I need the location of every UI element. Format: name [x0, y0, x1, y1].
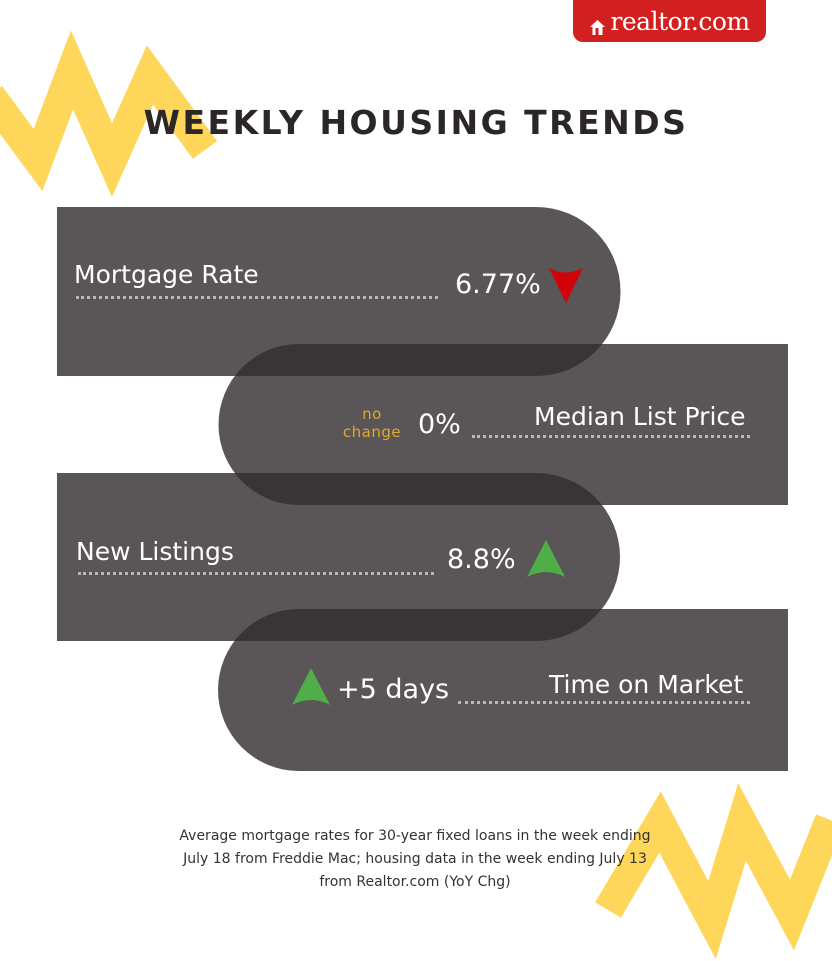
footnote-line-1: Average mortgage rates for 30-year fixed…	[179, 828, 651, 844]
dotted-leader	[472, 435, 750, 438]
logo-text: realtor.com	[610, 6, 750, 36]
triangle-down-icon	[549, 268, 583, 303]
metric-label-new-listings: New Listings	[76, 537, 234, 566]
metric-label-mortgage-rate: Mortgage Rate	[74, 260, 259, 289]
realtor-logo[interactable]: realtor.com	[573, 0, 766, 42]
dotted-leader	[78, 572, 434, 575]
triangle-up-icon	[292, 668, 330, 705]
metric-value-new-listings: 8.8%	[447, 544, 516, 575]
zigzag-decoration-bottom	[595, 783, 832, 960]
dotted-leader	[76, 296, 438, 299]
no-change-line1: no	[362, 405, 382, 423]
house-icon	[589, 13, 606, 35]
metric-value-median-list-price: 0%	[418, 409, 461, 440]
metric-value-time-on-market: +5 days	[337, 674, 450, 705]
footnote-line-3: from Realtor.com (YoY Chg)	[319, 874, 511, 890]
zigzag-decoration-top	[0, 30, 218, 197]
dotted-leader	[458, 701, 750, 704]
page-title: WEEKLY HOUSING TRENDS	[143, 103, 689, 142]
no-change-indicator: no change	[336, 405, 408, 441]
footnote-line-2: July 18 from Freddie Mac; housing data i…	[183, 851, 647, 867]
metric-value-mortgage-rate: 6.77%	[455, 269, 541, 300]
metric-label-median-list-price: Median List Price	[534, 402, 746, 431]
triangle-up-icon	[527, 540, 565, 577]
footnote: Average mortgage rates for 30-year fixed…	[120, 825, 710, 894]
metric-label-time-on-market: Time on Market	[549, 670, 744, 699]
no-change-line2: change	[342, 423, 402, 441]
